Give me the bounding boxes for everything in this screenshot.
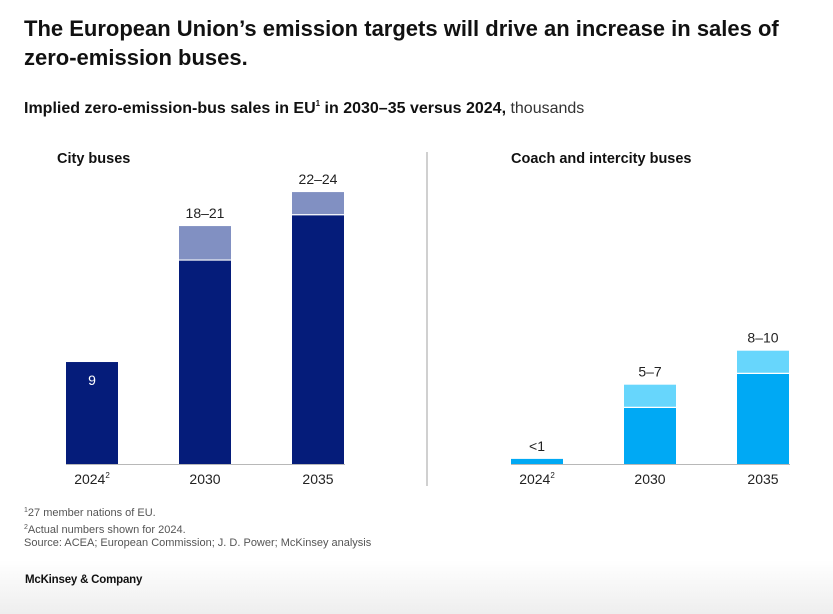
city-tick-label-2030: 2030 [189,471,220,487]
panel-divider [426,152,428,486]
brand-logo: McKinsey & Company [25,574,143,586]
footnote-2: 2Actual numbers shown for 2024. [24,523,186,536]
subtitle-rest: in 2030–35 versus 2024, [320,100,507,117]
city-bar-2024-segment-low [66,362,118,464]
coach-data-label-2030: 5–7 [638,364,662,380]
chart-title: The European Union’s emission targets wi… [24,16,779,70]
city-tick-footnote-ref: 2 [105,471,110,480]
panel-title-city-buses: City buses [57,151,131,167]
panel-title-coach-buses: Coach and intercity buses [511,151,692,167]
footnotes: 127 member nations of EU. 2Actual number… [24,504,371,551]
city-tick-label-2035: 2035 [302,471,333,487]
coach-tick-label-2030: 2030 [634,471,665,487]
coach-bar-2030-segment-range [624,384,676,408]
coach-tick-label-2035: 2035 [747,471,778,487]
coach-bar-2024-segment-low [511,458,563,464]
coach-bar-2035-segment-low [737,373,789,464]
city-bar-2030-segment-range [179,226,231,261]
coach-bar-2035-segment-range [737,350,789,374]
city-tick-label-2024: 20242 [74,471,110,487]
subtitle-footnote-ref: 1 [315,99,321,108]
source-note: Source: ACEA; European Commission; J. D.… [24,537,372,549]
city-data-label-2035: 22–24 [299,171,338,187]
city-data-label-2024: 9 [88,372,96,388]
city-bar-2030-segment-low [179,260,231,464]
city-data-label-2030: 18–21 [186,205,225,221]
chart-subtitle: Implied zero-emission-bus sales in EU1 i… [24,99,584,118]
coach-data-label-2035: 8–10 [747,330,778,346]
coach-data-label-2024: <1 [529,438,545,454]
coach-bar-2030-segment-low [624,407,676,464]
subtitle-main: Implied zero-emission-bus sales in EU [24,100,316,117]
footnote-1: 127 member nations of EU. [24,507,156,519]
coach-tick-label-2024: 20242 [519,471,555,487]
city-bar-2035-segment-low [292,214,344,464]
coach-tick-footnote-ref: 2 [550,471,555,480]
subtitle-unit: thousands [506,100,585,117]
city-bar-2035-segment-range [292,192,344,215]
